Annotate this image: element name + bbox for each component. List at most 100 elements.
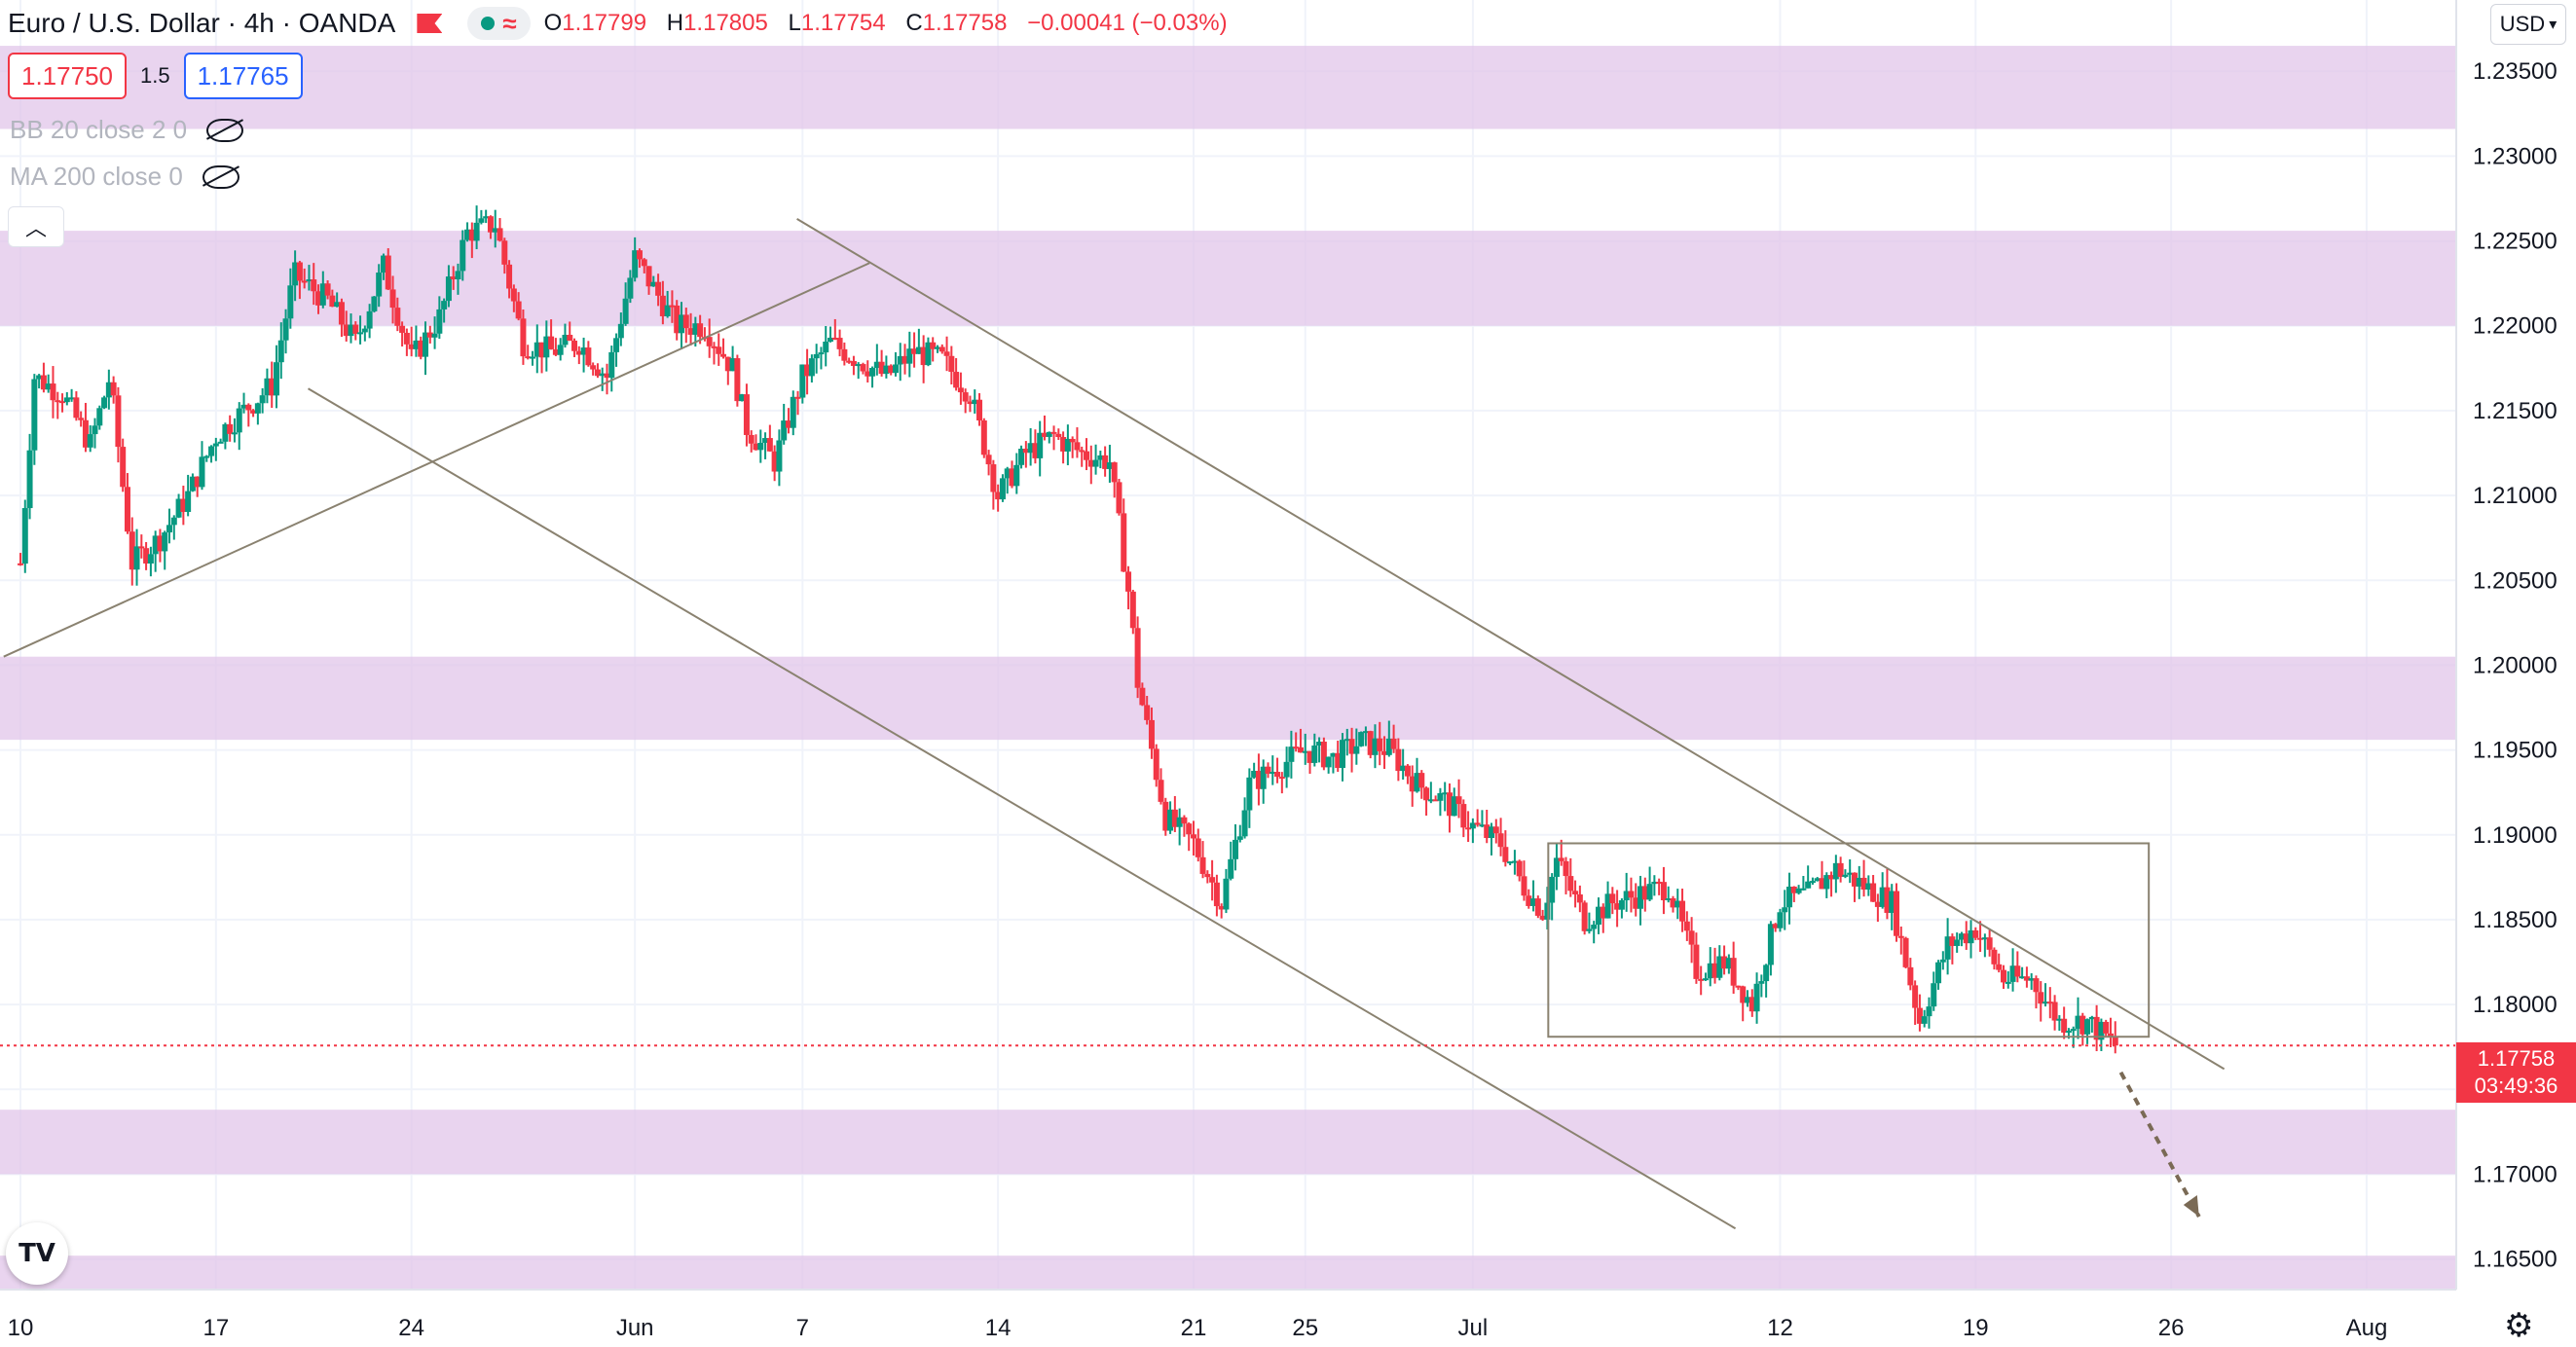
candle-body	[380, 255, 386, 273]
candle-body	[1367, 731, 1374, 755]
candle-body	[1084, 451, 1090, 460]
candle-body	[315, 291, 322, 306]
candle-body	[1381, 750, 1388, 755]
low-value: 1.17754	[800, 10, 886, 36]
candle-body	[1442, 792, 1449, 795]
candle-body	[897, 355, 903, 365]
candle-body	[1604, 893, 1611, 919]
time-tick-label: 25	[1292, 1315, 1318, 1341]
buy-price-button[interactable]: 1.17765	[183, 53, 303, 99]
candle-body	[995, 491, 1002, 500]
candle-body	[1576, 893, 1583, 903]
candle-body	[766, 438, 773, 452]
indicator-ma[interactable]: MA 200 close 0	[10, 162, 239, 192]
candle-body	[1567, 876, 1574, 892]
candle-body	[1353, 746, 1360, 754]
candle-body	[1414, 773, 1420, 792]
candle-body	[1828, 875, 1835, 880]
candle-body	[18, 563, 23, 565]
candle-body	[2000, 969, 2006, 983]
candle-body	[2093, 1016, 2100, 1040]
candle-body	[319, 283, 326, 306]
candle-body	[394, 308, 401, 326]
candle-body	[371, 296, 378, 311]
price-zone	[0, 656, 2456, 741]
candle-body	[1558, 857, 1564, 861]
eye-hidden-icon[interactable]	[206, 118, 244, 142]
indicator-bb[interactable]: BB 20 close 2 0	[10, 115, 244, 145]
candle-body	[1521, 876, 1527, 896]
candle-body	[622, 298, 629, 324]
candle-body	[1087, 459, 1094, 467]
candle-body	[1977, 937, 1984, 940]
candle-body	[87, 434, 93, 448]
candle-body	[92, 425, 98, 435]
candle-body	[562, 335, 569, 346]
candle-body	[50, 383, 56, 401]
candle-body	[352, 324, 359, 334]
candle-body	[431, 333, 438, 338]
candle-body	[110, 382, 117, 396]
candle-body	[1260, 766, 1267, 789]
candle-body	[1530, 898, 1537, 906]
candle-body	[990, 464, 997, 492]
candle-body	[222, 423, 229, 442]
trendline	[3, 262, 870, 658]
candle-body	[1814, 878, 1821, 882]
price-tick-label: 1.18000	[2473, 992, 2558, 1018]
candle-body	[1311, 745, 1318, 763]
candle-body	[2103, 1021, 2110, 1034]
sell-price-button[interactable]: 1.17750	[8, 53, 127, 99]
tradingview-logo-icon[interactable]: TV	[6, 1222, 68, 1285]
candle-body	[1628, 891, 1635, 898]
candle-body	[785, 420, 791, 428]
candle-body	[1935, 962, 1942, 984]
high-value: 1.17805	[683, 10, 768, 36]
candle-body	[599, 373, 606, 377]
price-zone	[0, 1110, 2456, 1175]
candle-body	[525, 356, 532, 359]
candle-body	[1479, 824, 1486, 827]
close-value: 1.17758	[922, 10, 1008, 36]
candle-body	[1721, 956, 1728, 969]
arrow-head-icon	[2183, 1195, 2199, 1218]
candle-body	[1339, 740, 1345, 769]
candle-body	[985, 455, 992, 465]
candle-body	[613, 338, 620, 352]
candle-body	[1474, 822, 1481, 825]
candle-body	[1492, 826, 1499, 834]
candle-body	[1293, 746, 1300, 749]
candle-body	[739, 394, 746, 402]
candle-body	[1777, 912, 1784, 928]
change-value: −0.00041 (−0.03%)	[1027, 10, 1228, 36]
candle-body	[1837, 862, 1844, 877]
candle-body	[980, 419, 987, 455]
market-open-icon	[481, 17, 496, 30]
price-tick-label: 1.18500	[2473, 907, 2558, 933]
price-tick-label: 1.21000	[2473, 483, 2558, 509]
candle-body	[473, 222, 480, 241]
candle-body	[515, 301, 522, 319]
collapse-legend-button[interactable]: ︿	[8, 206, 64, 247]
candle-body	[1753, 983, 1760, 1012]
candle-body	[2046, 1001, 2053, 1004]
candle-body	[287, 285, 294, 319]
candle-body	[1055, 433, 1062, 438]
settings-gear-icon[interactable]: ⚙	[2504, 1307, 2534, 1344]
flag-icon[interactable]	[417, 14, 443, 33]
candle-body	[311, 279, 317, 292]
candle-body	[1111, 462, 1118, 483]
candle-body	[1511, 860, 1518, 863]
candle-body	[841, 348, 848, 361]
currency-selector[interactable]: USD ▾	[2490, 4, 2566, 45]
market-status-pill[interactable]: ≈	[467, 7, 531, 40]
symbol-title[interactable]: Euro / U.S. Dollar · 4h · OANDA	[8, 8, 396, 38]
candle-body	[2070, 1029, 2077, 1032]
eye-hidden-icon[interactable]	[202, 164, 239, 189]
price-zone	[0, 1256, 2456, 1290]
candle-body	[520, 318, 527, 357]
candle-body	[1041, 432, 1048, 437]
candle-body	[655, 281, 662, 296]
candle-body	[692, 323, 699, 335]
